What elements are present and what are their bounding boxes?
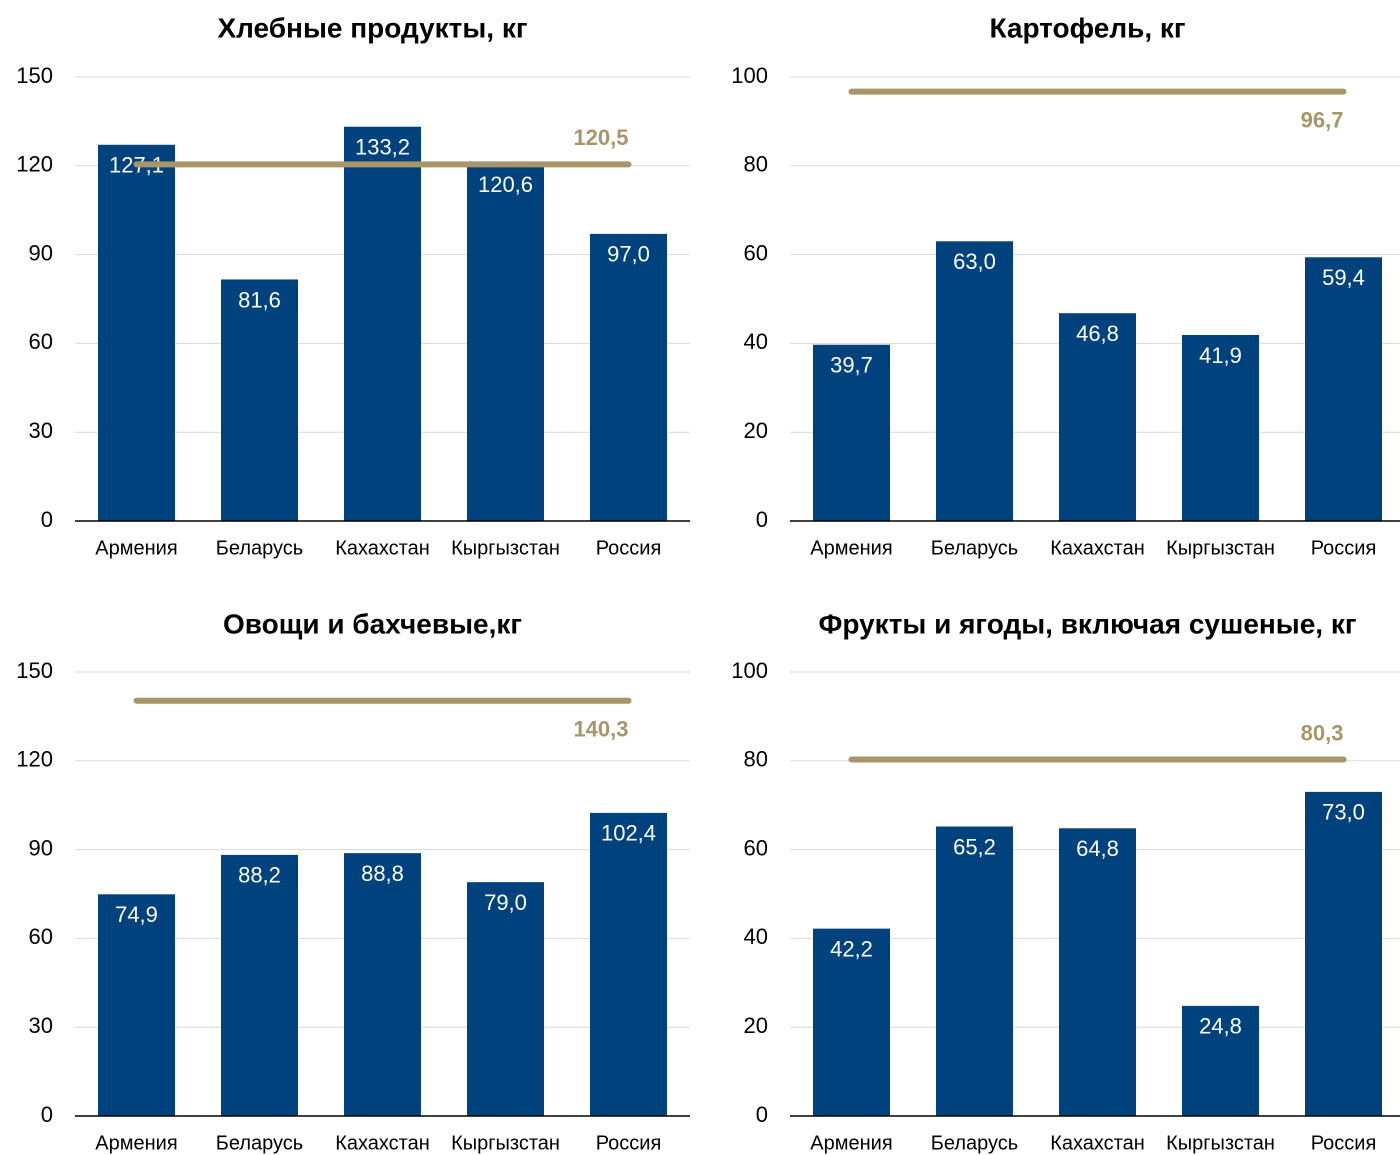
bar <box>1305 791 1382 1116</box>
chart-title: Картофель, кг <box>989 12 1185 43</box>
chart-title: Хлебные продукты, кг <box>217 12 527 43</box>
data-label: 133,2 <box>355 135 410 160</box>
y-tick-label: 90 <box>29 240 53 265</box>
y-tick-label: 120 <box>16 152 53 177</box>
chart: Овощи и бахчевые,кг 0 30 60 90 120 150 74,9 Арме… <box>16 608 690 1154</box>
data-label: 59,4 <box>1322 265 1365 290</box>
reference-label: 140,3 <box>573 717 628 742</box>
x-tick-label: Армения <box>95 537 177 559</box>
bar <box>1182 1005 1259 1116</box>
y-tick-label: 40 <box>744 329 768 354</box>
data-label: 65,2 <box>953 834 996 859</box>
y-tick-label: 60 <box>29 924 53 949</box>
chart-title: Овощи и бахчевые,кг <box>223 608 522 639</box>
y-tick-label: 0 <box>41 507 53 532</box>
bar <box>98 894 175 1116</box>
y-tick-label: 30 <box>29 1013 53 1038</box>
x-tick-label: Армения <box>95 1132 177 1154</box>
bar <box>1059 828 1136 1116</box>
x-tick-label: Россия <box>596 537 662 559</box>
reference-label: 120,5 <box>573 125 628 150</box>
chart: Фрукты и ягоды, включая сушеные, кг 0 20 40… <box>731 608 1400 1154</box>
bar <box>98 144 175 521</box>
y-tick-label: 20 <box>744 418 768 443</box>
bar <box>344 126 421 521</box>
data-label: 41,9 <box>1199 343 1242 368</box>
x-tick-label: Беларусь <box>931 537 1018 559</box>
x-tick-label: Кахахстан <box>335 537 430 559</box>
data-label: 81,6 <box>238 287 281 312</box>
data-label: 73,0 <box>1322 800 1365 825</box>
y-tick-label: 30 <box>29 418 53 443</box>
data-label: 42,2 <box>830 936 873 961</box>
data-label: 64,8 <box>1076 836 1119 861</box>
y-tick-label: 20 <box>744 1013 768 1038</box>
data-label: 97,0 <box>607 242 650 267</box>
bar <box>1059 313 1136 521</box>
chart: Хлебные продукты, кг0306090120150127,1Ар… <box>16 12 690 559</box>
bar <box>1305 257 1382 521</box>
bar <box>936 826 1013 1116</box>
bar <box>813 928 890 1116</box>
y-tick-label: 0 <box>41 1102 53 1127</box>
bar <box>467 164 544 522</box>
x-tick-label: Беларусь <box>216 1132 303 1154</box>
y-tick-label: 100 <box>731 63 768 88</box>
y-tick-label: 0 <box>756 507 768 532</box>
bar <box>221 854 298 1116</box>
bar <box>936 241 1013 521</box>
x-tick-label: Россия <box>1311 537 1377 559</box>
reference-label: 96,7 <box>1301 107 1344 132</box>
y-tick-label: 100 <box>731 658 768 683</box>
reference-label: 80,3 <box>1301 720 1344 745</box>
y-tick-label: 0 <box>756 1102 768 1127</box>
x-tick-label: Кыргызстан <box>451 1132 560 1154</box>
bar <box>590 233 667 521</box>
data-label: 120,6 <box>478 172 533 197</box>
chart: Картофель, кг 0 20 40 60 80 100 39,7 Армения 63,0… <box>731 12 1400 559</box>
bar <box>344 853 421 1116</box>
y-tick-label: 90 <box>29 835 53 860</box>
x-tick-label: Кахахстан <box>1050 1132 1145 1154</box>
y-tick-label: 60 <box>744 240 768 265</box>
chart-title: Фрукты и ягоды, включая сушеные, кг <box>818 608 1356 639</box>
y-tick-label: 150 <box>16 658 53 683</box>
y-tick-label: 80 <box>744 747 768 772</box>
data-label: 63,0 <box>953 249 996 274</box>
bar <box>813 344 890 521</box>
x-tick-label: Кахахстан <box>1050 537 1145 559</box>
bar <box>221 279 298 521</box>
data-label: 74,9 <box>115 902 158 927</box>
x-tick-label: Кыргызстан <box>1166 1132 1275 1154</box>
x-tick-label: Беларусь <box>216 537 303 559</box>
y-tick-label: 120 <box>16 747 53 772</box>
data-label: 102,4 <box>601 821 656 846</box>
data-label: 79,0 <box>484 890 527 915</box>
y-tick-label: 60 <box>29 329 53 354</box>
x-tick-label: Армения <box>810 537 892 559</box>
x-tick-label: Россия <box>1311 1132 1377 1154</box>
y-tick-label: 150 <box>16 63 53 88</box>
bar <box>590 812 667 1116</box>
bar <box>467 882 544 1116</box>
y-tick-label: 40 <box>744 924 768 949</box>
x-tick-label: Кыргызстан <box>1166 537 1275 559</box>
y-tick-label: 80 <box>744 152 768 177</box>
data-label: 24,8 <box>1199 1014 1242 1039</box>
x-tick-label: Беларусь <box>931 1132 1018 1154</box>
x-tick-label: Кыргызстан <box>451 537 560 559</box>
data-label: 39,7 <box>830 353 873 378</box>
x-tick-label: Кахахстан <box>335 1132 430 1154</box>
data-label: 88,8 <box>361 861 404 886</box>
bar <box>1182 334 1259 521</box>
data-label: 88,2 <box>238 863 281 888</box>
data-label: 46,8 <box>1076 321 1119 346</box>
x-tick-label: Россия <box>596 1132 662 1154</box>
y-tick-label: 60 <box>744 835 768 860</box>
x-tick-label: Армения <box>810 1132 892 1154</box>
